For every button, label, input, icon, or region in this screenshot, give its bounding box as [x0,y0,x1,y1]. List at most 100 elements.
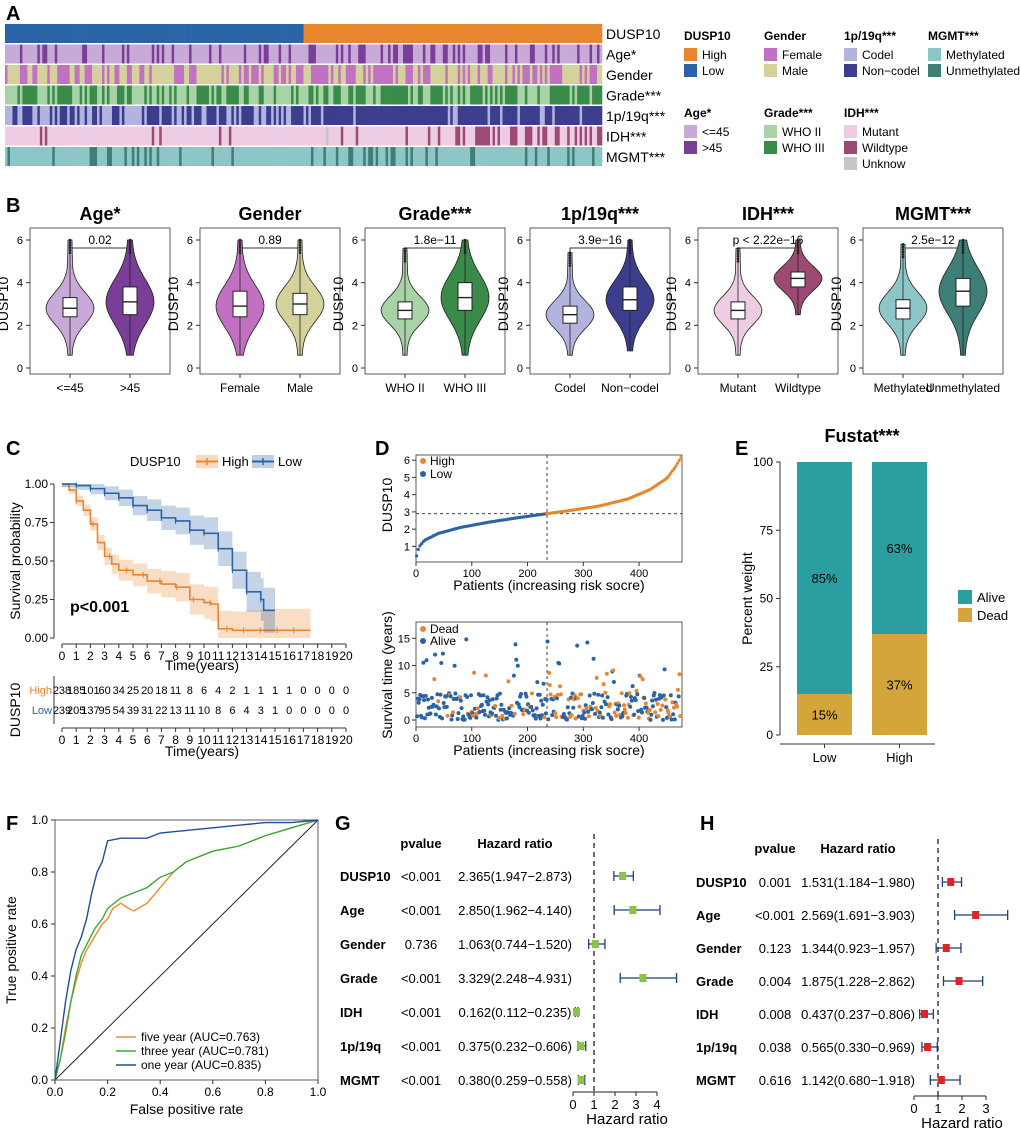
survival-point [615,707,620,712]
heatmap-cell [589,44,593,64]
heatmap-cell [84,126,88,146]
heatmap-cell [313,126,317,146]
survival-point [490,711,495,716]
heatmap-cell [350,147,354,166]
survival-point [676,694,681,699]
outlier-point [901,253,905,256]
heatmap-cell [74,44,78,64]
heatmap-cell [194,126,197,146]
survival-point [451,710,455,715]
heatmap-cell [7,147,11,166]
panel-a-heatmap: DUSP10Age*GenderGrade***1p/19q***IDH***M… [5,24,1020,171]
heatmap-cell [161,106,165,125]
heatmap-cell [129,44,133,64]
x-tick-label: 200 [518,568,536,580]
heatmap-cell [146,106,150,125]
heatmap-cell [465,147,468,166]
heatmap-cell [512,147,516,166]
y-tick-label: 4 [352,278,358,290]
heatmap-cell [109,85,113,105]
heatmap-cell [567,147,570,166]
heatmap-cell [24,106,28,125]
heatmap-cell [169,44,172,64]
x-tick-label: 4 [653,1097,660,1112]
heatmap-cell [557,126,561,146]
heatmap-cell [276,126,279,146]
survival-point [543,711,548,716]
heatmap-cell [368,126,371,146]
heatmap-cell [189,65,192,84]
heatmap-cell [427,24,431,43]
heatmap-cell [462,85,466,105]
heatmap-cell [579,126,583,146]
heatmap-cell [517,126,521,146]
heatmap-cell [206,85,210,105]
heatmap-cell [574,147,578,166]
heatmap-cell [248,44,252,64]
heatmap-cell [547,65,551,84]
survival-point [465,695,470,699]
heatmap-cell [422,85,426,105]
heatmap-cell [161,147,165,166]
outlier-point [238,238,242,242]
heatmap-cell [405,24,409,43]
survival-point [606,712,611,717]
heatmap-cell [199,126,202,146]
heatmap-cell [477,126,481,146]
survival-point [662,667,667,672]
y-tick-label: 4 [685,278,691,290]
heatmap-cell [186,44,190,64]
heatmap-cell [403,85,406,105]
heatmap-cell [114,65,118,84]
heatmap-cell [572,147,575,166]
heatmap-cell [37,106,41,125]
heatmap-cell [296,106,299,125]
heatmap-cell [522,85,526,105]
heatmap-cell [171,126,175,146]
heatmap-cell [301,65,304,84]
heatmap-cell [293,147,297,166]
heatmap-cell [328,106,332,125]
heatmap-cell [236,106,240,125]
heatmap-cell [97,85,100,105]
heatmap-cell [355,24,359,43]
heatmap-cell [184,24,187,43]
x-axis-label: Hazard ratio [921,1115,1003,1129]
heatmap-cell [251,44,255,64]
heatmap-cell [169,147,172,166]
heatmap-cell [445,65,449,84]
significance-bracket [569,247,631,254]
heatmap-cell [554,24,558,43]
heatmap-cell [477,85,481,105]
heatmap-cell [44,24,48,43]
plot-frame [29,227,171,375]
heatmap-cell [378,106,381,125]
y-tick-label: 1 [404,541,410,553]
heatmap-cell [154,106,158,125]
risk-point [679,456,683,460]
heatmap-cell [208,44,212,64]
heatmap-cell [266,65,269,84]
legend-item: >45 [702,141,723,155]
heatmap-cell [256,147,260,166]
heatmap-cell [22,65,26,84]
heatmap-cell [472,24,476,43]
heatmap-cell [263,106,267,125]
heatmap-cell [497,147,501,166]
heatmap-cell [579,44,583,64]
heatmap-cell [514,24,518,43]
p-value: 0.004 [759,974,792,989]
heatmap-cell [181,106,185,125]
heatmap-cell [425,65,429,84]
survival-point [436,699,441,704]
heatmap-cell [490,65,493,84]
risk-count: 238 [53,685,71,697]
survival-point [668,693,673,698]
heatmap-cell [238,147,242,166]
heatmap-cell [592,24,595,43]
heatmap-cell [248,106,252,125]
heatmap-cell [427,126,431,146]
risk-point [670,469,675,473]
heatmap-cell [233,24,237,43]
heatmap-cell [114,126,118,146]
